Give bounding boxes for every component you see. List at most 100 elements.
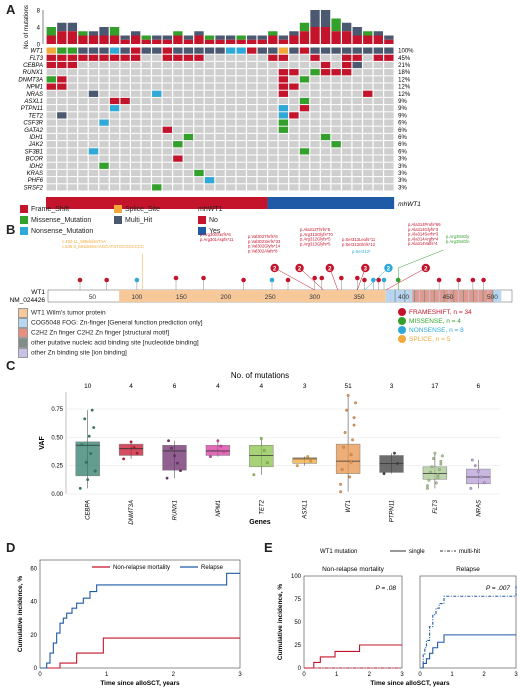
oncoplot-cell [141, 162, 151, 169]
oncoplot-cell [204, 162, 215, 169]
oncoplot-cell [120, 184, 130, 191]
oncoplot-cell [131, 90, 141, 97]
gene-percentage: 100% [398, 49, 414, 55]
oncoplot-cell [88, 61, 99, 69]
y-tick-label: 40 [30, 600, 37, 606]
mutation-count-bar [109, 35, 120, 44]
oncoplot-cell [204, 119, 215, 126]
mutation-count-label: 4 [259, 383, 263, 390]
oncoplot-cell [194, 105, 204, 112]
oncoplot-cell [384, 133, 394, 141]
data-point [92, 426, 96, 429]
oncoplot-cell [131, 76, 141, 83]
oncoplot-cell [352, 169, 362, 177]
oncoplot-cell [78, 47, 88, 54]
data-point [122, 457, 126, 461]
data-point [439, 459, 443, 463]
frameshift-annotation: p.Ala314Serfs*3 [408, 232, 439, 237]
oncoplot-cell [236, 184, 246, 191]
domain-legend-item: COG5048 FOG: Zn-finger [General function… [31, 319, 203, 327]
oncoplot-cell [384, 148, 394, 155]
oncoplot-cell [278, 177, 289, 184]
oncoplot-cell [204, 47, 215, 54]
axis-tick-label: 250 [265, 294, 276, 301]
oncoplot-cell [173, 112, 183, 119]
oncoplot-cell [299, 76, 310, 83]
oncoplot-cell [310, 112, 320, 119]
oncoplot-cell [120, 90, 130, 97]
data-point [426, 484, 429, 488]
mutation-count-bar [289, 31, 299, 36]
oncoplot-cell [299, 162, 310, 169]
legend-splice-site: Splice_Site [125, 206, 161, 213]
y-tick-label: 4 [37, 26, 41, 32]
oncoplot-cell [120, 97, 130, 105]
missense-annotation: p.Arg394Gly [446, 234, 470, 239]
oncoplot-cell [141, 184, 151, 191]
oncoplot-cell [236, 148, 246, 155]
lollipop-head [470, 277, 476, 283]
oncoplot-cell [120, 69, 130, 76]
frameshift-annotation: p.Val302Alafs*8 [248, 248, 278, 253]
oncoplot-cell [352, 155, 362, 162]
x-tick-label: 2 [172, 672, 176, 678]
y-axis-title: Cumulative incidence, % [277, 584, 284, 660]
oncoplot-cell [173, 90, 183, 97]
oncoplot-cell [152, 155, 162, 162]
oncoplot-cell [289, 169, 299, 177]
oncoplot-cell [162, 141, 172, 148]
oncoplot-cell [320, 155, 331, 162]
oncoplot-cell [278, 148, 289, 155]
oncoplot-cell [289, 148, 299, 155]
oncoplot-cell [373, 105, 383, 112]
legend-yes: Yes [209, 228, 221, 235]
oncoplot-cell [257, 184, 267, 191]
oncoplot-cell [257, 105, 267, 112]
gene-tick-label: CEBPA [86, 500, 92, 520]
frameshift-annotation: p.Ser313Leufs*11 [342, 237, 376, 242]
oncoplot-cell [310, 141, 320, 148]
oncoplot-cell [236, 177, 246, 184]
mutation-count-bar [67, 22, 78, 32]
oncoplot-cell [141, 177, 151, 184]
oncoplot-cell [384, 126, 394, 133]
mutation-count-bar [236, 39, 246, 44]
oncoplot-cell [268, 133, 278, 141]
x-axis-title: Time since alloSCT, years [100, 680, 180, 687]
oncoplot-cell [120, 177, 130, 184]
data-point [427, 478, 431, 482]
oncoplot-cell [204, 69, 215, 76]
box [422, 466, 448, 480]
y-tick-label: 60 [30, 566, 37, 572]
gene-tick-label: TET2 [259, 499, 265, 514]
mhwt1-label: mhWT1 [398, 201, 421, 208]
data-point [132, 446, 136, 449]
oncoplot-cell [78, 148, 88, 155]
lollipop-head [381, 277, 387, 283]
oncoplot-cell [215, 177, 225, 184]
oncoplot-cell [46, 112, 56, 119]
x-axis-title: Genes [249, 519, 271, 526]
axis-tick-label: 300 [309, 294, 320, 301]
data-point [219, 444, 223, 448]
mutation-count-bar [373, 31, 383, 36]
oncoplot-cell [183, 169, 194, 177]
oncoplot-cell [194, 97, 204, 105]
lollipop-head [77, 277, 83, 283]
oncoplot-cell [141, 126, 151, 133]
oncoplot-cell [310, 105, 320, 112]
oncoplot-cell [78, 112, 88, 119]
oncoplot-cell [342, 126, 352, 133]
gene-tick-label: ASXL1 [303, 500, 309, 520]
mutation-count-bar [257, 39, 267, 44]
oncoplot-cell [299, 126, 310, 133]
oncoplot-cell [173, 76, 183, 83]
oncoplot-cell [320, 148, 331, 155]
mutation-count-label: 4 [216, 383, 220, 390]
mutation-count-bar [363, 35, 373, 44]
oncoplot-cell [225, 90, 236, 97]
oncoplot-cell [57, 90, 67, 97]
mutation-count-bar [152, 39, 162, 44]
gene-tick-label: DNMT3A [129, 500, 135, 525]
oncoplot-cell [141, 97, 151, 105]
